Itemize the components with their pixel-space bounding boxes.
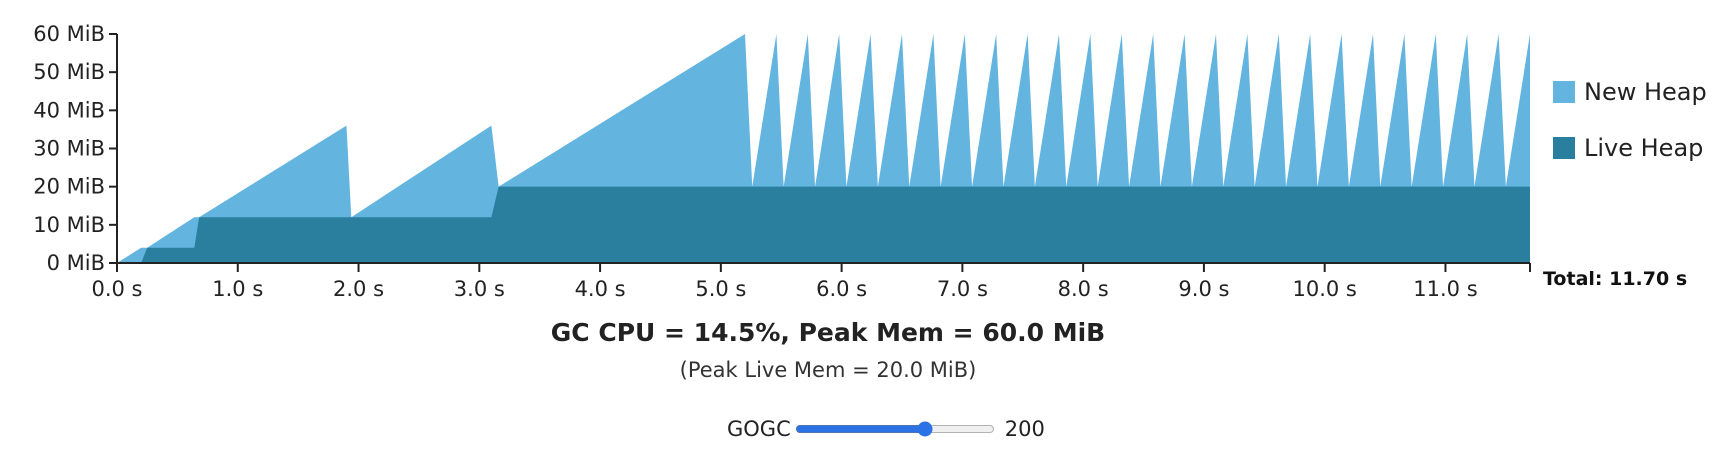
gc-summary: GC CPU = 14.5%, Peak Mem = 60.0 MiB: [550, 318, 1106, 347]
legend-label: Live Heap: [1584, 134, 1703, 162]
x-tick-label: 11.0 s: [1413, 277, 1477, 301]
x-tick-label: 6.0 s: [816, 277, 867, 301]
y-tick-label: 40 MiB: [33, 98, 105, 122]
x-tick-label: 4.0 s: [575, 277, 626, 301]
gogc-value: 200: [1004, 417, 1045, 441]
y-tick-label: 60 MiB: [33, 22, 105, 46]
x-tick-label: 7.0 s: [937, 277, 988, 301]
y-tick-label: 50 MiB: [33, 60, 105, 84]
gogc-control: GOGC 200: [727, 413, 1045, 445]
gogc-slider[interactable]: [794, 421, 995, 437]
legend-swatch: [1553, 81, 1575, 103]
total-label: Total: 11.70 s: [1543, 268, 1687, 290]
y-tick-label: 20 MiB: [33, 175, 105, 199]
gogc-label: GOGC: [727, 417, 791, 441]
y-tick-label: 30 MiB: [33, 137, 105, 161]
y-tick-label: 10 MiB: [33, 213, 105, 237]
heap-chart: 0 MiB 10 MiB 20 MiB 30 MiB 40 MiB 50 MiB 60 Mi…: [33, 22, 1707, 301]
x-tick-label: 8.0 s: [1058, 277, 1109, 301]
x-tick-label: 0.0 s: [91, 277, 142, 301]
x-tick-label: 9.0 s: [1178, 277, 1229, 301]
x-tick-label: 3.0 s: [454, 277, 505, 301]
legend-label: New Heap: [1584, 78, 1707, 106]
y-tick-label: 0 MiB: [47, 251, 105, 275]
live-heap-area: [117, 186, 1530, 263]
legend-swatch: [1553, 137, 1575, 159]
x-tick-label: 5.0 s: [695, 277, 746, 301]
peak-live-mem-summary: (Peak Live Mem = 20.0 MiB): [679, 358, 977, 382]
x-tick-label: 10.0 s: [1293, 277, 1357, 301]
x-tick-label: 1.0 s: [212, 277, 263, 301]
x-tick-label: 2.0 s: [333, 277, 384, 301]
